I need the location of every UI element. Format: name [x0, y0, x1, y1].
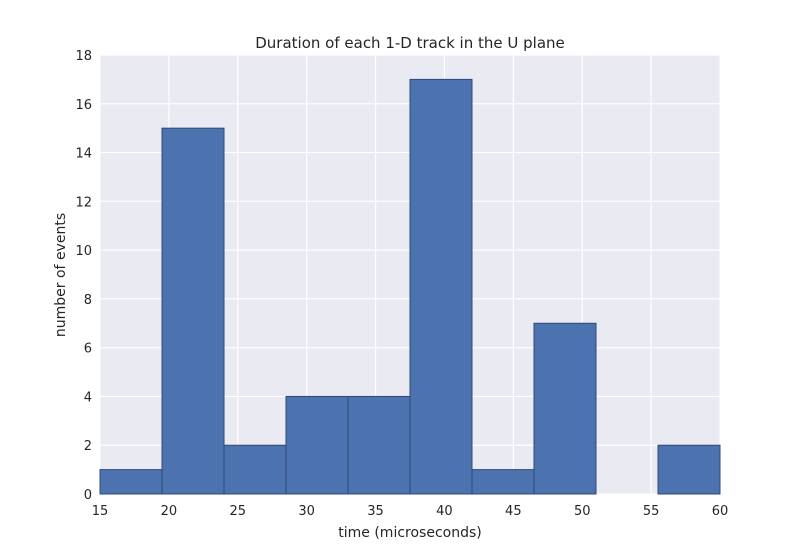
histogram-bar [99, 469, 163, 495]
y-tick-label: 14 [75, 147, 92, 162]
bars-group [99, 78, 721, 495]
histogram-bar [657, 444, 721, 495]
y-tick-label: 18 [75, 49, 92, 64]
y-tick-label: 4 [84, 390, 92, 405]
x-tick-label: 35 [367, 504, 384, 519]
x-tick-labels: 15 20 25 30 35 40 45 50 55 60 [92, 504, 729, 519]
y-tick-label: 6 [84, 342, 92, 357]
chart-title: Duration of each 1-D track in the U plan… [255, 34, 565, 52]
histogram-bar [347, 395, 411, 495]
histogram-bar [409, 78, 473, 495]
x-tick-label: 50 [574, 504, 591, 519]
histogram-bar [161, 127, 225, 495]
x-tick-label: 55 [643, 504, 660, 519]
histogram-bar [285, 395, 349, 495]
y-tick-label: 2 [84, 439, 92, 454]
y-axis-label: number of events [53, 213, 69, 337]
x-tick-label: 25 [230, 504, 247, 519]
histogram-bar [471, 469, 535, 495]
y-tick-label: 0 [84, 488, 92, 503]
y-tick-label: 8 [84, 293, 92, 308]
x-tick-label: 20 [161, 504, 178, 519]
y-tick-label: 16 [75, 98, 92, 113]
x-tick-label: 40 [436, 504, 453, 519]
y-tick-labels: 0 2 4 6 8 10 12 14 16 18 [75, 49, 92, 503]
x-tick-label: 30 [298, 504, 315, 519]
y-tick-label: 10 [75, 244, 92, 259]
x-tick-label: 60 [712, 504, 729, 519]
histogram-bar [533, 322, 597, 495]
histogram-bar [223, 444, 287, 495]
y-tick-label: 12 [75, 195, 92, 210]
x-axis-label: time (microseconds) [338, 525, 481, 541]
x-tick-label: 45 [505, 504, 522, 519]
x-tick-label: 15 [92, 504, 109, 519]
